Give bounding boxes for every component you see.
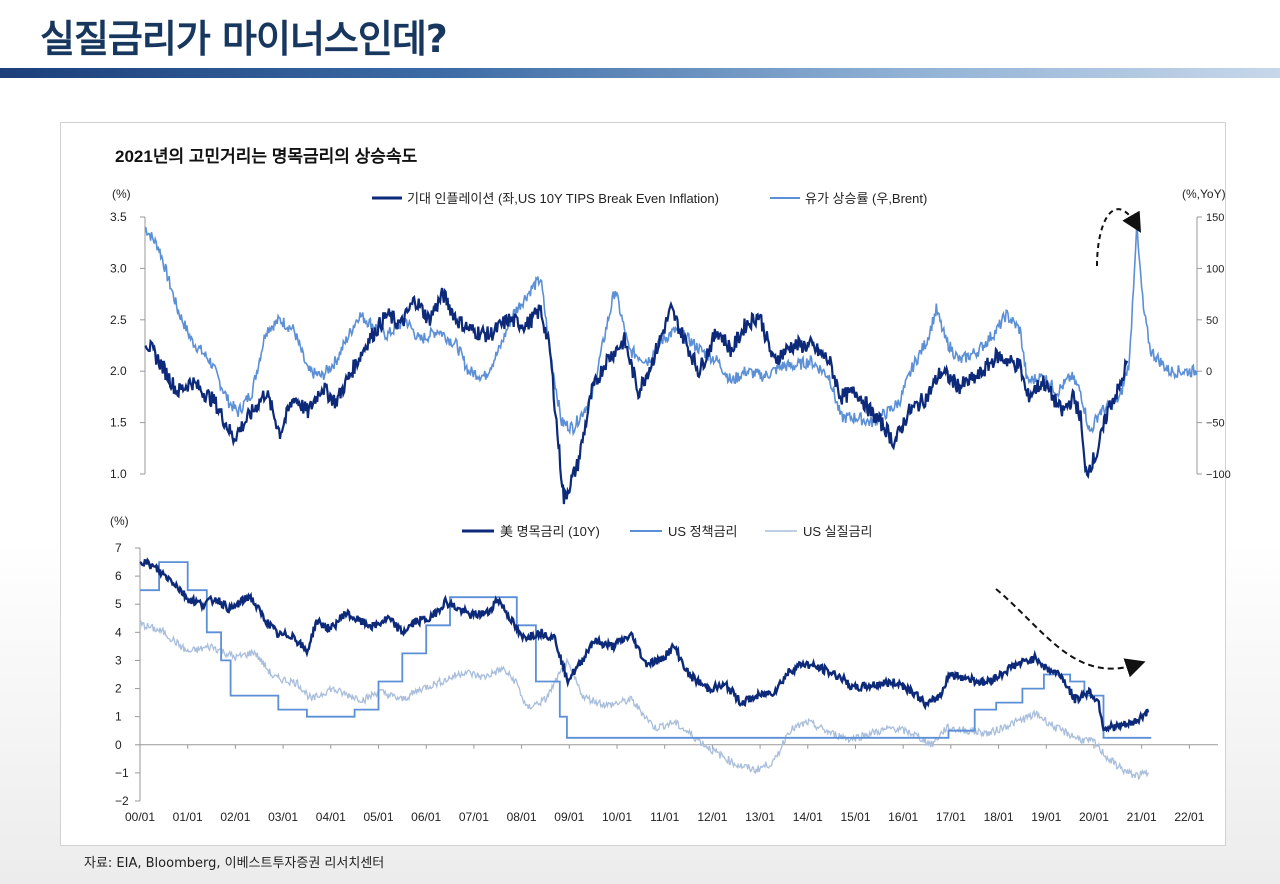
bottom-chart: (%) 7 6 5 4 3 2 1 0 −1 −2 00/01 01/01 02/01 03/01 04/01… bbox=[110, 514, 1218, 824]
bottom-x-tick-label: 09/01 bbox=[554, 810, 584, 824]
bottom-x-tick-label: 14/01 bbox=[793, 810, 823, 824]
bottom-x-tick-label: 11/01 bbox=[650, 810, 679, 824]
bottom-y-tick-label: −1 bbox=[115, 766, 129, 780]
bottom-x-tick-label: 06/01 bbox=[411, 810, 441, 824]
top-chart: (%) (%,YoY) 3.5 3.0 2.5 2.0 1.5 1.0 150 100 50 0 −50… bbox=[110, 187, 1231, 505]
chart-panel bbox=[60, 122, 1226, 846]
bottom-left-unit: (%) bbox=[110, 514, 129, 528]
bottom-series-nominal-line bbox=[139, 557, 1150, 733]
top-left-tick-label: 3.5 bbox=[110, 210, 127, 224]
top-left-unit: (%) bbox=[112, 187, 131, 201]
bottom-x-tick-label: 18/01 bbox=[984, 810, 1014, 824]
bottom-x-tick-label: 22/01 bbox=[1174, 810, 1204, 824]
bottom-series-real-line bbox=[139, 619, 1150, 781]
title-rule bbox=[0, 68, 1280, 78]
bottom-x-tick-label: 19/01 bbox=[1031, 810, 1061, 824]
bottom-x-tick-label: 07/01 bbox=[459, 810, 489, 824]
top-right-tick-label: 150 bbox=[1206, 212, 1224, 224]
bottom-x-tick-label: 03/01 bbox=[268, 810, 298, 824]
bottom-x-tick-label: 08/01 bbox=[507, 810, 537, 824]
top-right-tick-label: −100 bbox=[1206, 469, 1231, 481]
bottom-y-tick-label: −2 bbox=[115, 794, 129, 808]
top-right-tick-label: 0 bbox=[1206, 366, 1212, 378]
source-note: 자료: EIA, Bloomberg, 이베스트투자증권 리서치센터 bbox=[84, 856, 385, 871]
bottom-x-tick-label: 01/01 bbox=[173, 810, 203, 824]
bottom-x-tick-label: 00/01 bbox=[125, 810, 155, 824]
bottom-x-tick-label: 02/01 bbox=[220, 810, 250, 824]
bottom-x-tick-label: 16/01 bbox=[888, 810, 918, 824]
bottom-y-tick-label: 0 bbox=[115, 738, 122, 752]
bottom-series-policy-line bbox=[140, 561, 1152, 739]
bottom-y-tick-label: 5 bbox=[115, 597, 122, 611]
slide-title: 실질금리가 마이너스인데? bbox=[40, 17, 448, 61]
bottom-x-tick-label: 04/01 bbox=[316, 810, 346, 824]
bottom-y-tick-label: 7 bbox=[115, 541, 122, 555]
bottom-x-tick-label: 21/01 bbox=[1127, 810, 1157, 824]
top-series-inflation-line bbox=[144, 287, 1129, 505]
bottom-legend-label-policy: US 정책금리 bbox=[668, 524, 738, 539]
top-right-tick-label: 100 bbox=[1206, 263, 1224, 275]
top-right-tick-label: −50 bbox=[1206, 418, 1225, 430]
top-legend-label-oil: 유가 상승률 (우,Brent) bbox=[805, 191, 927, 206]
bottom-trend-arrow bbox=[995, 588, 1146, 678]
top-right-tick-label: 50 bbox=[1206, 315, 1218, 327]
top-right-unit: (%,YoY) bbox=[1182, 187, 1226, 201]
top-left-tick-label: 1.0 bbox=[110, 467, 127, 481]
bottom-legend-label-real: US 실질금리 bbox=[803, 524, 873, 539]
top-legend-label-inflation: 기대 인플레이션 (좌,US 10Y TIPS Break Even Infla… bbox=[407, 191, 719, 206]
top-left-tick-label: 3.0 bbox=[110, 261, 127, 275]
bottom-x-tick-label: 20/01 bbox=[1079, 810, 1109, 824]
bottom-x-tick-label: 05/01 bbox=[363, 810, 393, 824]
top-chart-title: 2021년의 고민거리는 명목금리의 상승속도 bbox=[115, 147, 418, 166]
bottom-y-tick-label: 1 bbox=[115, 710, 122, 724]
top-series-oil-line bbox=[144, 226, 1198, 437]
bottom-x-tick-label: 10/01 bbox=[602, 810, 632, 824]
bottom-y-tick-label: 4 bbox=[115, 625, 122, 639]
top-left-tick-label: 1.5 bbox=[110, 416, 127, 430]
bottom-y-tick-label: 3 bbox=[115, 653, 122, 667]
bottom-x-tick-label: 12/01 bbox=[697, 810, 727, 824]
bottom-x-tick-label: 13/01 bbox=[745, 810, 775, 824]
top-left-tick-label: 2.0 bbox=[110, 364, 127, 378]
bottom-y-tick-label: 6 bbox=[115, 569, 122, 583]
bottom-x-tick-label: 15/01 bbox=[840, 810, 870, 824]
bottom-x-tick-label: 17/01 bbox=[936, 810, 966, 824]
top-left-tick-label: 2.5 bbox=[110, 313, 127, 327]
top-trend-arrow bbox=[1096, 208, 1142, 267]
bottom-y-tick-label: 2 bbox=[115, 682, 122, 696]
bottom-legend-label-nominal: 美 명목금리 (10Y) bbox=[500, 524, 600, 539]
